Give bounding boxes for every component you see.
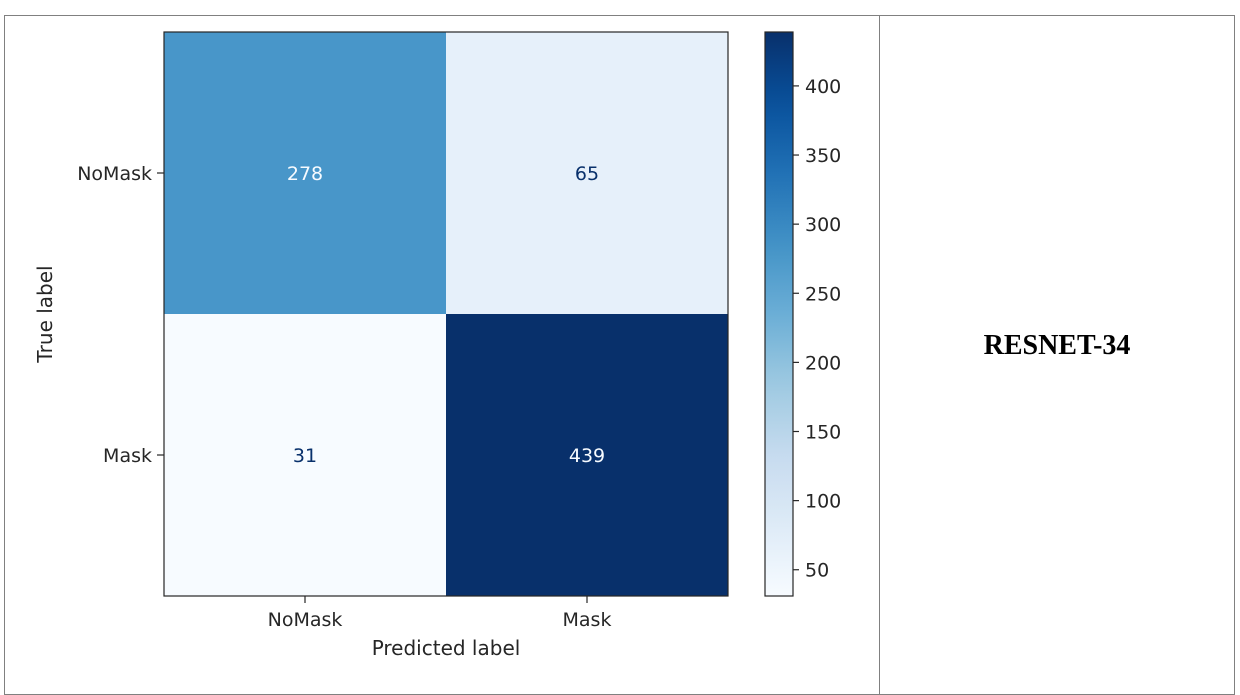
colorbar: 50 100 150 200 250 300 350 400 [764,31,841,597]
plot-frame [163,31,729,597]
colorbar-tick-label: 400 [805,76,841,98]
heatmap-cell [164,314,446,596]
colorbar-tick-label: 250 [805,283,841,305]
colorbar-tick-label: 200 [805,352,841,374]
x-tick-label: Mask [563,609,612,631]
x-axis-label: Predicted label [372,636,521,660]
colorbar-tick-label: 50 [805,560,829,582]
cell-value-label: 31 [293,445,317,467]
colorbar-tick-label: 350 [805,145,841,167]
y-tick-label: NoMask [77,163,152,185]
model-name-label: RESNET-34 [983,330,1131,361]
x-tick-label: NoMask [268,609,343,631]
heatmap-cell [164,32,446,314]
colorbar-tick-label: 100 [805,491,841,513]
colorbar-tick-label: 150 [805,422,841,444]
y-tick-label: Mask [103,445,152,467]
cell-value-label: 278 [287,163,323,185]
colorbar-gradient [764,31,794,597]
axis-ticks: NoMask Mask NoMask Mask [77,163,611,631]
heatmap-cell [446,32,728,314]
y-axis-label: True label [33,265,57,363]
cell-value-label: 439 [569,445,605,467]
cell-value-label: 65 [575,163,599,185]
heatmap: 278 65 31 439 [164,32,728,596]
colorbar-tick-label: 300 [805,214,841,236]
heatmap-cell [446,314,728,596]
